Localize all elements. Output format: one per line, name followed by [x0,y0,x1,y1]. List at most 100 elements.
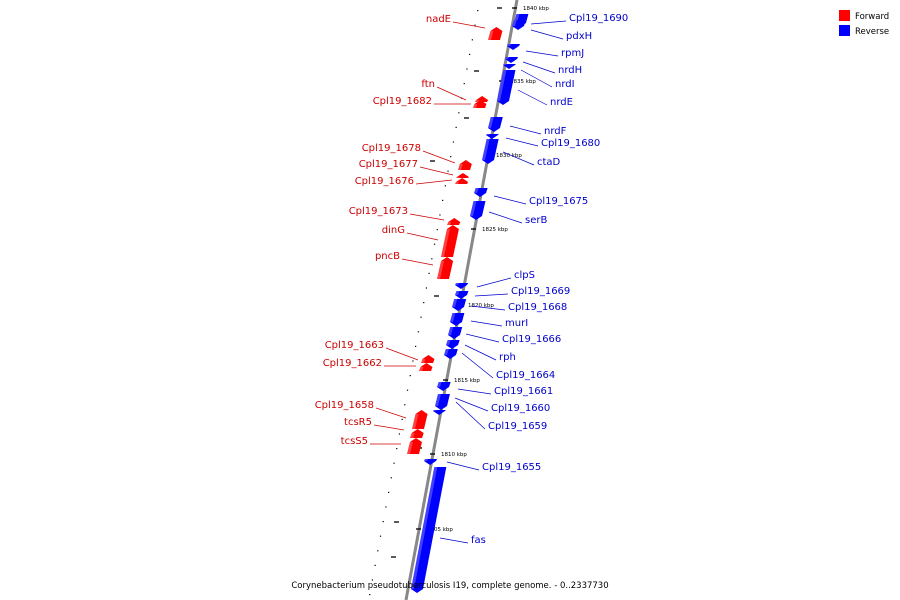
gene-leader [465,333,500,343]
gene-arrow [446,340,460,349]
gene-arrow [486,134,499,139]
gene-leader [502,151,535,166]
gene-label: Cpl19_1662 [323,358,382,369]
gene-leader [457,388,492,395]
gene-leader [464,344,497,361]
gene-label: nadE [426,14,451,25]
gene-nrdi: nrdI [503,64,575,90]
gene-label: ctaD [537,157,561,168]
gene-pncb: pncB [375,251,454,279]
gene-label: Cpl19_1680 [541,138,600,149]
gene-arrow [421,355,435,363]
minor-tick [371,579,374,581]
gene-arrow [473,100,487,108]
gene-label: dinG [382,225,405,236]
gene-leader [525,50,559,57]
gene-highlight [505,57,510,59]
gene-label: Cpl19_1655 [482,462,541,473]
gene-leader [470,320,503,327]
gene-highlight [450,313,456,322]
gene-highlight [470,201,477,216]
minor-tick [369,594,371,596]
gene-arrow [503,64,516,69]
gene-highlight [503,64,507,65]
gene-leader [401,258,434,266]
gene-arrow [424,459,438,465]
gene-nrde: nrdE [497,70,573,108]
gene-cpl19-1669: Cpl19_1669 [455,286,570,299]
minor-tick [390,477,392,479]
gene-label: Cpl19_1682 [373,96,432,107]
gene-highlight [486,134,490,135]
minor-tick [379,535,382,537]
minor-tick [439,214,441,216]
gene-label: Cpl19_1663 [325,340,384,351]
gene-label: nrdF [544,126,567,137]
gene-leader [470,305,506,311]
gene-nrdh: nrdH [505,57,582,76]
scale-tick-label: 1830 kbp [496,153,522,159]
legend: Forward Reverse [839,10,889,37]
gene-label: Cpl19_1664 [496,370,555,381]
gene-arrow [488,27,503,40]
gene-features: Cpl19_1690pdxHrpmJnrdHnrdInrdEnrdFCpl19_… [315,13,628,593]
gene-highlight [448,327,454,335]
gene-leader [422,150,456,164]
gene-highlight [411,467,438,589]
gene-label: murI [505,318,528,329]
gene-leader [415,179,453,185]
gene-cpl19-1659: Cpl19_1659 [433,401,547,432]
minor-tick [436,229,438,231]
gene-highlight [456,177,460,178]
gene-highlight [488,117,494,128]
gene-arrow [441,225,459,257]
gene-arrow [444,349,458,359]
gene-arrow [419,363,433,371]
gene-leader [488,211,523,224]
minor-tick [388,491,390,493]
gene-label: Cpl19_1675 [529,196,588,207]
gene-label: Cpl19_1659 [488,421,547,432]
gene-cpl19-1690: Cpl19_1690 [514,13,628,27]
gene-leader [505,137,539,147]
gene-highlight [455,283,460,285]
gene-highlight [421,359,426,363]
gene-leader [446,461,480,471]
gene-highlight [435,394,441,406]
minor-tick [447,170,449,172]
minor-tick [469,53,471,55]
scale-ticks: 1840 kbp 1835 kbp 1830 kbp 1825 kbp 1820 kbp… [391,6,549,558]
gene-label: Cpl19_1660 [491,403,550,414]
gene-label: nrdH [558,65,582,76]
gene-cpl19-1668: Cpl19_1668 [452,299,567,313]
gene-leader [436,86,467,101]
minor-tick [420,316,422,318]
gene-label: Cpl19_1661 [494,386,553,397]
minor-tick [417,331,419,333]
gene-label: Cpl19_1658 [315,400,374,411]
gene-leader [409,213,445,221]
gene-arrow [507,44,521,50]
gene-highlight [441,229,450,257]
gene-label: Cpl19_1669 [511,286,570,297]
gene-cpl19-1664: Cpl19_1664 [444,349,555,381]
minor-tick [452,141,455,143]
minor-tick [458,112,460,114]
gene-leader [517,89,548,106]
gene-highlight [455,291,460,295]
minor-tick [477,10,479,12]
gene-arrow [455,291,469,299]
gene-cpl19-1658: Cpl19_1658 [315,400,428,429]
gene-highlight [458,164,463,170]
gene-arrow [470,201,486,220]
minor-tick [396,448,398,450]
minor-tick [474,24,476,26]
gene-highlight [419,367,424,371]
scale-tick-label: 1810 kbp [441,452,467,458]
minor-tick [466,68,468,70]
minor-tick [444,185,446,187]
gene-highlight [512,20,517,26]
gene-cpl19-1655: Cpl19_1655 [424,459,541,473]
gene-arrow [410,429,424,438]
gene-arrow [447,218,461,225]
